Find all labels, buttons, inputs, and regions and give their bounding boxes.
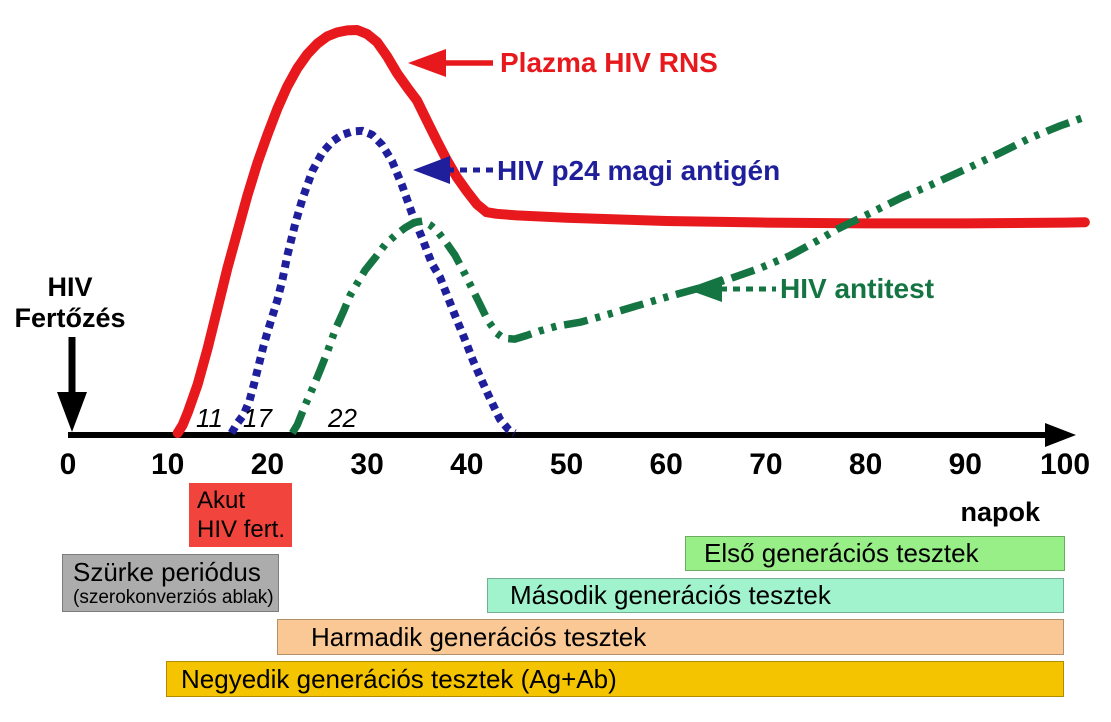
x-tick-label-0: 0 xyxy=(59,448,77,481)
fourth-generation-tests-bar: Negyedik generációs tesztek (Ag+Ab) xyxy=(166,661,1064,697)
p24-antigen-label: HIV p24 magi antigén xyxy=(497,155,781,186)
window-period-bar: Szürke periódus (szerokonverziós ablak) xyxy=(62,554,279,612)
p24-antigen-curve xyxy=(228,126,517,437)
onset-day-label-22: 22 xyxy=(328,403,357,433)
second-generation-tests-bar: Második generációs tesztek xyxy=(487,578,1064,613)
first-generation-tests-bar: Első generációs tesztek xyxy=(685,536,1065,571)
x-tick-label-80: 80 xyxy=(848,448,883,481)
x-tick-label-50: 50 xyxy=(549,448,584,481)
plasma-label-arrowhead-icon xyxy=(408,49,446,77)
third-generation-tests-bar: Harmadik generációs tesztek xyxy=(277,619,1064,655)
x-tick-label-20: 20 xyxy=(250,448,285,481)
antibody-curve xyxy=(289,113,1087,435)
window-period-label: Szürke periódus xyxy=(73,557,261,587)
acute-bar-line1: Akut xyxy=(197,487,246,514)
plasma-rna-label: Plazma HIV RNS xyxy=(500,47,718,78)
hiv-infection-label-line2: Fertőzés xyxy=(14,303,126,333)
acute-bar-line2: HIV fert. xyxy=(197,516,286,543)
hiv-infection-label: HIV Fertőzés xyxy=(6,272,134,334)
onset-day-label-17: 17 xyxy=(243,403,272,433)
hiv-infection-label-line1: HIV xyxy=(47,272,93,302)
antibody-label-arrowhead-icon xyxy=(686,276,722,302)
onset-day-label-11: 11 xyxy=(196,403,223,433)
antibody-label: HIV antitest xyxy=(780,273,935,304)
infection-arrowhead-icon xyxy=(57,392,87,432)
acute-hiv-infection-bar: Akut HIV fert. xyxy=(189,483,292,547)
x-tick-label-40: 40 xyxy=(450,448,484,481)
p24-label-arrowhead-icon xyxy=(413,156,450,184)
x-tick-label-90: 90 xyxy=(948,448,982,481)
plasma-rna-curve xyxy=(172,25,1090,438)
x-tick-label-10: 10 xyxy=(151,448,185,481)
x-tick-label-30: 30 xyxy=(350,448,384,481)
x-axis-unit-label: napok xyxy=(960,497,1040,527)
x-tick-label-60: 60 xyxy=(649,448,683,481)
x-tick-label-70: 70 xyxy=(749,448,783,481)
window-period-sublabel: (szerokonverziós ablak) xyxy=(73,587,274,608)
x-axis-arrowhead-icon xyxy=(1045,423,1076,447)
x-tick-label-100: 100 xyxy=(1039,448,1091,481)
